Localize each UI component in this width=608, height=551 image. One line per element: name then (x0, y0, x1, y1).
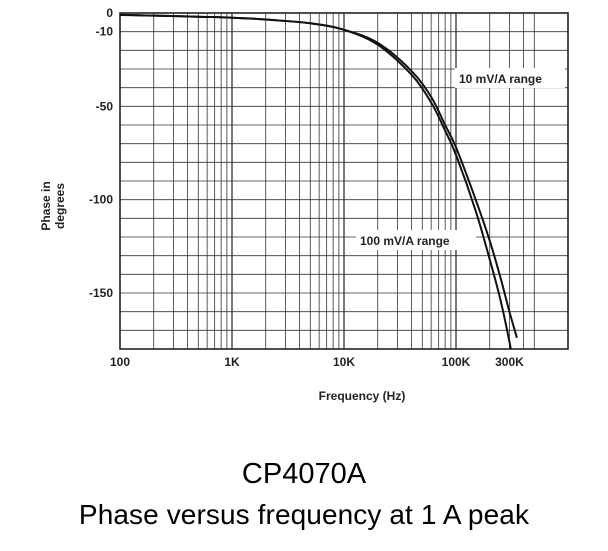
y-tick-label: -150 (89, 286, 113, 300)
chart-curves (120, 13, 518, 349)
series-line-10mv (120, 13, 518, 339)
x-tick-label: 100K (442, 355, 471, 369)
phase-frequency-chart: 100 1K 10K 100K 300K 0 -10 -50 -100 -150 10 mV/A … (39, 6, 569, 403)
x-tick-label: 10K (333, 355, 355, 369)
caption-description: Phase versus frequency at 1 A peak (78, 499, 530, 530)
x-tick-label: 100 (110, 355, 130, 369)
plot-frame (119, 12, 569, 350)
annotation-100mv-range: 100 mV/A range (360, 234, 450, 248)
series-line-100mv (120, 13, 512, 349)
y-axis-title-line1: Phase in (39, 181, 53, 230)
y-axis-title-line2: degrees (53, 183, 67, 229)
x-axis-title: Frequency (Hz) (319, 389, 406, 403)
annotation-10mv-range: 10 mV/A range (459, 72, 542, 86)
chart-grid (120, 13, 568, 349)
y-tick-label: -10 (96, 25, 114, 39)
annotation-bg-10mv (455, 68, 565, 88)
chart-tick-labels: 100 1K 10K 100K 300K 0 -10 -50 -100 -150 (89, 6, 524, 369)
x-tick-label: 1K (224, 355, 240, 369)
y-tick-label: -50 (96, 99, 114, 113)
x-tick-label: 300K (495, 355, 524, 369)
caption-model: CP4070A (241, 458, 367, 490)
y-axis-title: Phase in degrees (39, 181, 67, 230)
y-tick-label: -100 (89, 193, 113, 207)
annotation-bg-100mv (356, 230, 476, 250)
y-tick-label: 0 (106, 6, 113, 20)
